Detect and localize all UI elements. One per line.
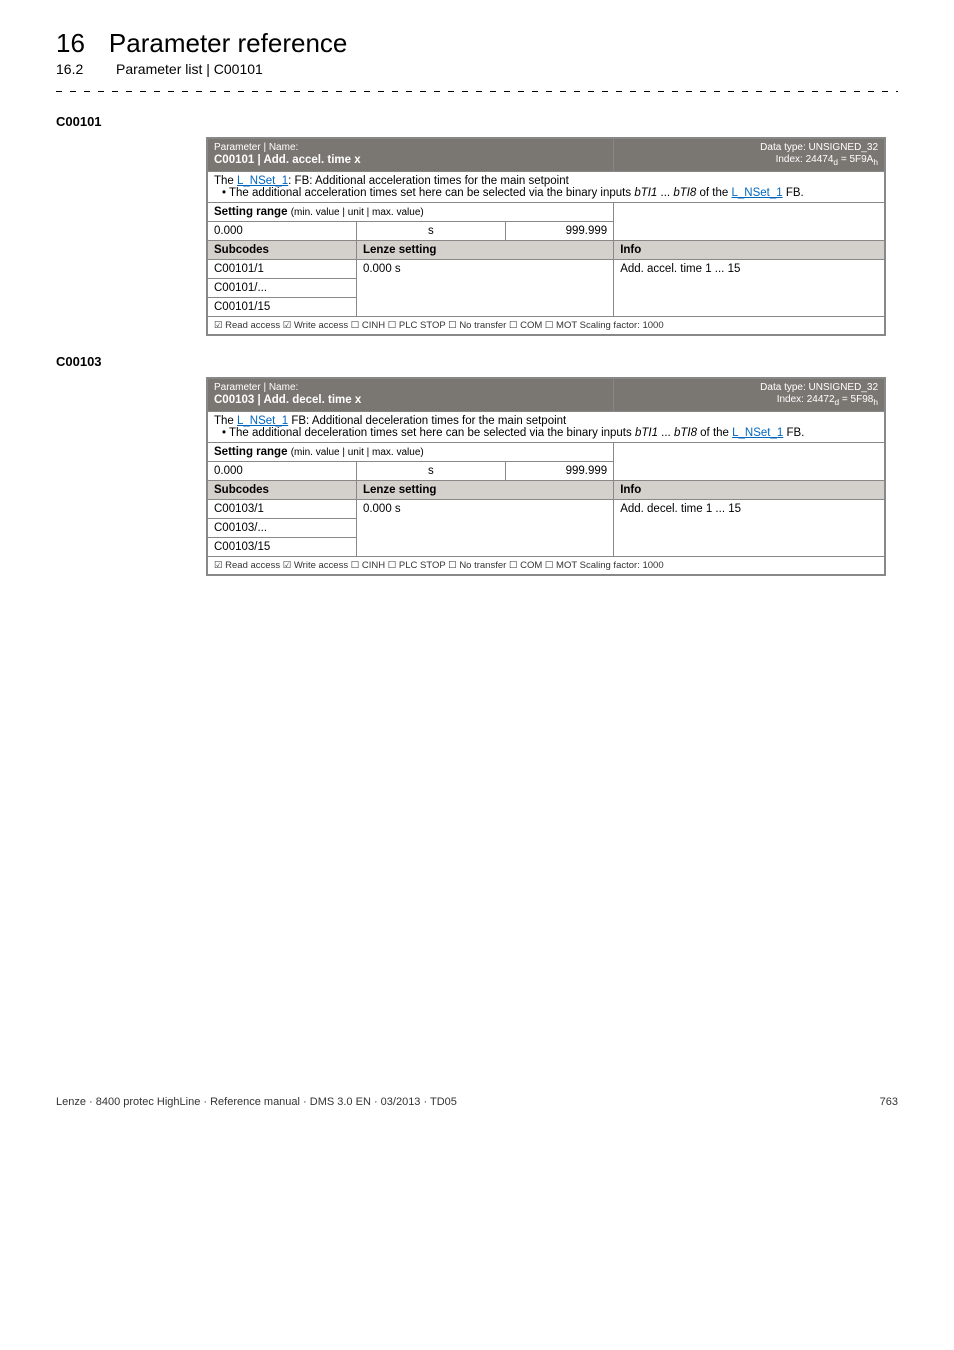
setting-range-row: Setting range (min. value | unit | max. … xyxy=(208,442,885,461)
info-cell xyxy=(614,537,885,556)
range-values-row: 0.000 s 999.999 xyxy=(208,461,885,480)
table-header-row: Parameter | Name: C00101 | Add. accel. t… xyxy=(208,139,885,172)
parameter-table: Parameter | Name: C00103 | Add. decel. t… xyxy=(206,377,886,576)
lenze-header: Lenze setting xyxy=(356,240,613,259)
range-max: 999.999 xyxy=(505,461,613,480)
info-cell: Add. accel. time 1 ... 15 xyxy=(614,259,885,278)
info-cell xyxy=(614,518,885,537)
subcode-cell: C00101/... xyxy=(208,278,357,297)
value-cell xyxy=(356,278,613,297)
info-cell xyxy=(614,297,885,316)
subcode-cell: C00103/15 xyxy=(208,537,357,556)
datatype-line2: Index: 24472d = 5F98h xyxy=(777,394,878,405)
code-heading: C00103 xyxy=(56,354,898,369)
param-name: C00103 | Add. decel. time x xyxy=(214,394,361,406)
page-footer: Lenze · 8400 protec HighLine · Reference… xyxy=(56,1096,898,1108)
divider xyxy=(56,91,898,92)
subcode-header-row: Subcodes Lenze setting Info xyxy=(208,240,885,259)
footer-left: Lenze · 8400 protec HighLine · Reference… xyxy=(56,1096,457,1108)
info-cell: Add. decel. time 1 ... 15 xyxy=(614,499,885,518)
subcode-cell: C00101/1 xyxy=(208,259,357,278)
desc-text: The xyxy=(214,175,237,187)
description-row: The L_NSet_1: FB: Additional acceleratio… xyxy=(208,171,885,202)
param-name: C00101 | Add. accel. time x xyxy=(214,154,361,166)
info-header: Info xyxy=(614,240,885,259)
subcodes-header: Subcodes xyxy=(208,240,357,259)
section-number: 16.2 xyxy=(56,61,92,77)
info-header: Info xyxy=(614,480,885,499)
subcode-cell: C00101/15 xyxy=(208,297,357,316)
range-max: 999.999 xyxy=(505,221,613,240)
param-label: Parameter | Name: xyxy=(214,142,298,153)
table-row: C00103/... xyxy=(208,518,885,537)
meta-text: ☑ Read access ☑ Write access ☐ CINH ☐ PL… xyxy=(208,556,885,574)
footer-page-number: 763 xyxy=(880,1096,898,1108)
param-label: Parameter | Name: xyxy=(214,382,298,393)
desc-link[interactable]: L_NSet_1 xyxy=(237,175,288,187)
table-row: C00101/... xyxy=(208,278,885,297)
desc-bullet-link[interactable]: L_NSet_1 xyxy=(732,187,783,199)
setting-label-small: (min. value | unit | max. value) xyxy=(291,447,424,458)
description-row: The L_NSet_1 FB: Additional deceleration… xyxy=(208,411,885,442)
section-title: Parameter list | C00101 xyxy=(116,61,263,77)
table-row: C00101/1 0.000 s Add. accel. time 1 ... … xyxy=(208,259,885,278)
info-cell xyxy=(614,278,885,297)
value-cell: 0.000 s xyxy=(356,259,613,278)
desc-bullet: • The additional acceleration times set … xyxy=(214,187,804,199)
setting-label-small: (min. value | unit | max. value) xyxy=(291,207,424,218)
page: 16 Parameter reference 16.2 Parameter li… xyxy=(0,0,954,1148)
desc-text: : FB: Additional acceleration times for … xyxy=(288,175,569,187)
meta-text: ☑ Read access ☑ Write access ☐ CINH ☐ PL… xyxy=(208,316,885,334)
section-header: 16.2 Parameter list | C00101 xyxy=(56,61,898,77)
chapter-number: 16 xyxy=(56,28,85,59)
chapter-header: 16 Parameter reference xyxy=(56,28,898,59)
range-unit: s xyxy=(356,221,505,240)
setting-label: Setting range xyxy=(214,206,291,218)
table-row: C00103/1 0.000 s Add. decel. time 1 ... … xyxy=(208,499,885,518)
desc-bullet-link[interactable]: L_NSet_1 xyxy=(732,427,783,439)
range-min: 0.000 xyxy=(208,461,357,480)
value-cell xyxy=(356,537,613,556)
desc-text: The xyxy=(214,415,237,427)
meta-row: ☑ Read access ☑ Write access ☐ CINH ☐ PL… xyxy=(208,316,885,334)
meta-row: ☑ Read access ☑ Write access ☐ CINH ☐ PL… xyxy=(208,556,885,574)
table-header-row: Parameter | Name: C00103 | Add. decel. t… xyxy=(208,378,885,411)
desc-link[interactable]: L_NSet_1 xyxy=(237,415,288,427)
datatype-line1: Data type: UNSIGNED_32 xyxy=(760,142,878,153)
table-row: C00101/15 xyxy=(208,297,885,316)
value-cell xyxy=(356,518,613,537)
range-unit: s xyxy=(356,461,505,480)
datatype-line2: Index: 24474d = 5F9Ah xyxy=(776,154,878,165)
datatype-line1: Data type: UNSIGNED_32 xyxy=(760,382,878,393)
subcode-cell: C00103/... xyxy=(208,518,357,537)
setting-label: Setting range xyxy=(214,446,291,458)
setting-range-row: Setting range (min. value | unit | max. … xyxy=(208,202,885,221)
subcode-cell: C00103/1 xyxy=(208,499,357,518)
subcodes-header: Subcodes xyxy=(208,480,357,499)
parameter-table: Parameter | Name: C00101 | Add. accel. t… xyxy=(206,137,886,336)
desc-bullet: • The additional deceleration times set … xyxy=(214,427,804,439)
range-min: 0.000 xyxy=(208,221,357,240)
range-values-row: 0.000 s 999.999 xyxy=(208,221,885,240)
subcode-header-row: Subcodes Lenze setting Info xyxy=(208,480,885,499)
table-row: C00103/15 xyxy=(208,537,885,556)
lenze-header: Lenze setting xyxy=(356,480,613,499)
code-heading: C00101 xyxy=(56,114,898,129)
value-cell: 0.000 s xyxy=(356,499,613,518)
chapter-title: Parameter reference xyxy=(109,28,347,59)
desc-text: FB: Additional deceleration times for th… xyxy=(288,415,566,427)
value-cell xyxy=(356,297,613,316)
